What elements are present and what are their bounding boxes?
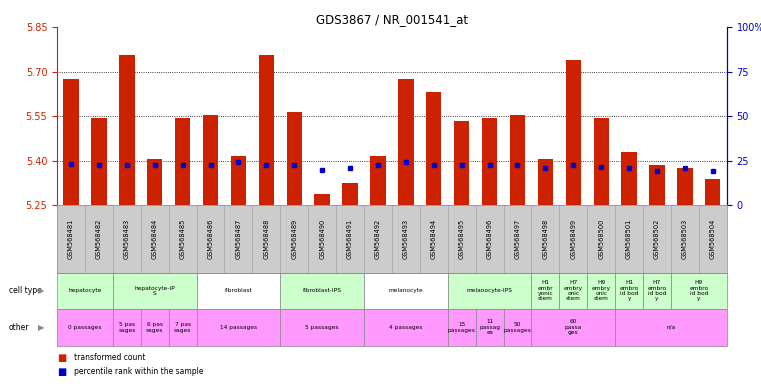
Bar [510,115,525,205]
Text: n/a: n/a [667,325,676,330]
Bar [259,55,274,205]
Bar [565,60,581,205]
Bar [677,168,693,205]
Bar [63,79,78,205]
Bar [203,115,218,205]
Bar [119,55,135,205]
Text: 5 passages: 5 passages [305,325,339,330]
Text: GSM568498: GSM568498 [543,219,549,259]
Bar [705,179,721,205]
Text: fibroblast-IPS: fibroblast-IPS [303,288,342,293]
Text: GSM568495: GSM568495 [459,219,465,259]
Text: GSM568483: GSM568483 [124,219,130,259]
Text: GSM568501: GSM568501 [626,219,632,259]
Text: H1
embro
id bod
y: H1 embro id bod y [619,280,638,301]
Text: GSM568489: GSM568489 [291,219,298,259]
Text: GSM568503: GSM568503 [682,219,688,259]
Text: GSM568488: GSM568488 [263,219,269,259]
Text: GSM568482: GSM568482 [96,219,102,259]
Bar [622,152,637,205]
Text: GSM568502: GSM568502 [654,219,660,259]
Bar [426,93,441,205]
Text: GSM568493: GSM568493 [403,219,409,259]
Text: ▶: ▶ [38,323,44,332]
Text: GSM568492: GSM568492 [375,219,381,259]
Bar [649,165,664,205]
Text: GSM568491: GSM568491 [347,219,353,259]
Bar [454,121,470,205]
Text: ■: ■ [57,353,66,363]
Text: GSM568504: GSM568504 [710,219,716,259]
Text: 4 passages: 4 passages [389,325,422,330]
Bar [538,159,553,205]
Text: 6 pas
sages: 6 pas sages [146,322,164,333]
Text: GSM568487: GSM568487 [235,219,241,259]
Text: hepatocyte: hepatocyte [68,288,102,293]
Text: 0 passages: 0 passages [68,325,102,330]
Text: GSM568490: GSM568490 [319,219,325,259]
Text: melanocyte: melanocyte [389,288,423,293]
Bar [314,194,330,205]
Bar [371,156,386,205]
Text: GSM568500: GSM568500 [598,219,604,259]
Text: H1
embr
yonic
stem: H1 embr yonic stem [537,280,553,301]
Text: melanocyte-IPS: melanocyte-IPS [466,288,513,293]
Bar [91,118,107,205]
Text: GSM568485: GSM568485 [180,219,186,259]
Text: 7 pas
sages: 7 pas sages [174,322,191,333]
Text: 5 pas
sages: 5 pas sages [118,322,135,333]
Text: H7
embry
onic
stem: H7 embry onic stem [564,280,583,301]
Text: transformed count: transformed count [74,353,145,362]
Text: 11
passag
es: 11 passag es [479,319,500,335]
Text: GDS3867 / NR_001541_at: GDS3867 / NR_001541_at [316,13,468,26]
Text: ▶: ▶ [38,286,44,295]
Text: H9
embry
onic
stem: H9 embry onic stem [591,280,611,301]
Text: other: other [8,323,29,332]
Bar [594,118,609,205]
Text: percentile rank within the sample: percentile rank within the sample [74,367,203,376]
Bar [147,159,162,205]
Bar [342,183,358,205]
Text: hepatocyte-iP
S: hepatocyte-iP S [135,286,175,296]
Text: GSM568481: GSM568481 [68,219,74,259]
Text: fibroblast: fibroblast [224,288,253,293]
Bar [175,118,190,205]
Text: GSM568496: GSM568496 [486,219,492,259]
Text: 60
passa
ges: 60 passa ges [565,319,582,335]
Bar [482,118,497,205]
Text: GSM568494: GSM568494 [431,219,437,259]
Bar [287,112,302,205]
Text: cell type: cell type [8,286,41,295]
Text: ■: ■ [57,366,66,377]
Text: H7
embro
id bod
y: H7 embro id bod y [648,280,667,301]
Bar [231,156,246,205]
Text: 50
passages: 50 passages [504,322,531,333]
Text: 14 passages: 14 passages [220,325,257,330]
Text: 15
passages: 15 passages [447,322,476,333]
Text: GSM568484: GSM568484 [151,219,158,259]
Bar [398,79,413,205]
Text: GSM568486: GSM568486 [208,219,214,259]
Text: GSM568497: GSM568497 [514,219,521,259]
Text: H9
embro
id bod
y: H9 embro id bod y [689,280,708,301]
Text: GSM568499: GSM568499 [570,219,576,259]
